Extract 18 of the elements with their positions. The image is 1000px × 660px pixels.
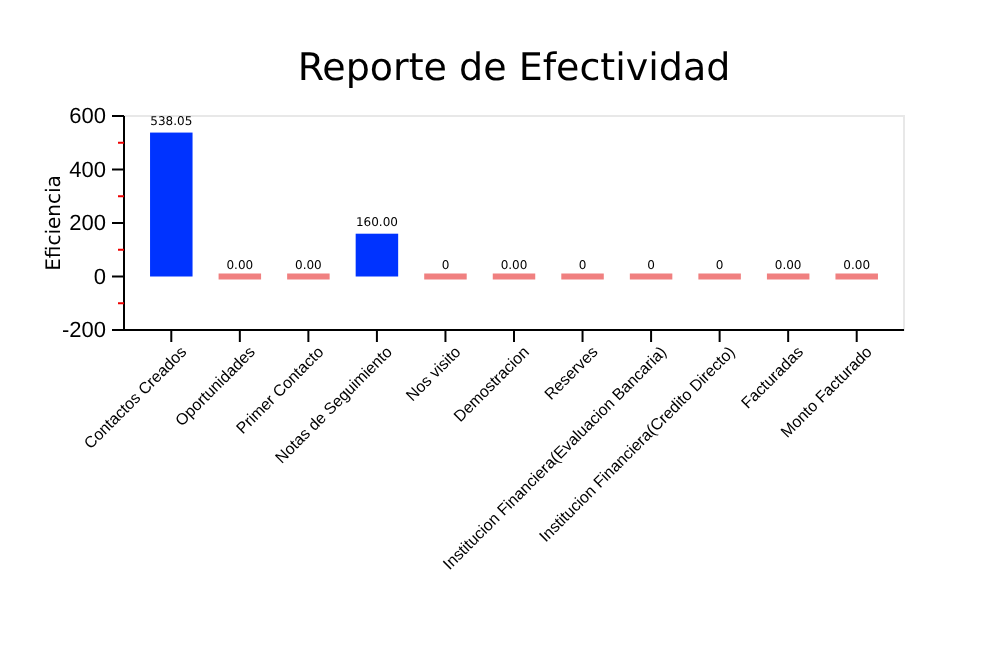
y-tick-label: 200 bbox=[69, 212, 106, 237]
y-tick-label: 400 bbox=[69, 158, 106, 183]
y-axis-title: Eficiencia bbox=[44, 175, 66, 271]
bar bbox=[150, 132, 193, 277]
chart-title: Reporte de Efectividad bbox=[297, 46, 731, 90]
y-tick-label: 600 bbox=[69, 105, 106, 130]
bar bbox=[561, 273, 604, 280]
bar bbox=[766, 273, 810, 280]
bar bbox=[424, 273, 467, 280]
bar bbox=[287, 273, 330, 280]
bar bbox=[629, 273, 673, 280]
y-tick-label: 0 bbox=[93, 265, 106, 290]
bar bbox=[698, 273, 741, 280]
bar bbox=[218, 273, 262, 280]
bar bbox=[355, 233, 399, 277]
bar bbox=[492, 273, 536, 280]
bar bbox=[835, 273, 878, 280]
y-tick-label: -200 bbox=[61, 319, 106, 344]
